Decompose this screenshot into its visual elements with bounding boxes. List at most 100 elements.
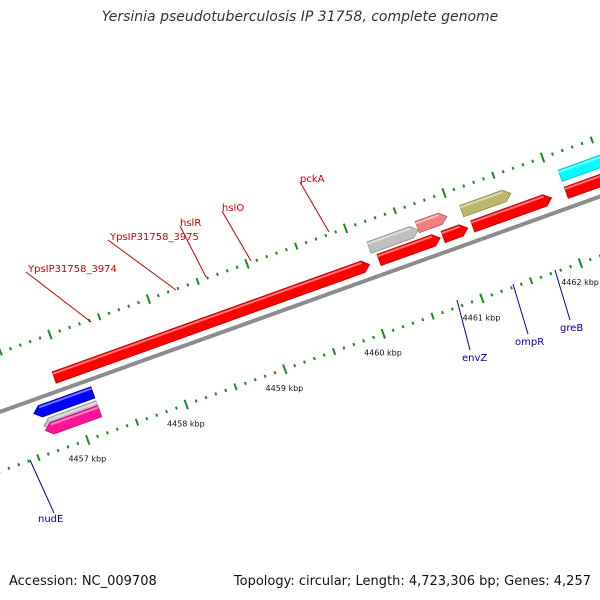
tick-mark (539, 275, 543, 279)
scale-label: 4458 kbp (167, 419, 205, 428)
gene-label-g2[interactable]: YpsIP31758_3974 (27, 264, 117, 275)
tick-mark (263, 374, 267, 378)
tick-mark (521, 162, 525, 167)
gene-arrow-g4[interactable] (440, 224, 469, 244)
gene-label-r3[interactable]: nudE (38, 514, 63, 525)
tick-mark (125, 424, 129, 428)
tick-mark (206, 276, 210, 280)
tick-mark (156, 293, 160, 298)
scale-label: 4459 kbp (266, 384, 304, 393)
tick-mark (127, 304, 131, 308)
tick-mark (500, 289, 504, 294)
tick-mark (472, 180, 476, 185)
tick-mark (511, 166, 515, 171)
gene-highlight (564, 175, 600, 190)
tick-mark (204, 395, 208, 400)
gene-highlight (38, 387, 92, 409)
genome-backbone (0, 194, 600, 415)
gene-label-r6[interactable]: ompR (515, 337, 544, 348)
tick-mark (265, 254, 269, 259)
tick-mark (421, 317, 425, 322)
tick-mark (38, 336, 42, 340)
tick-mark (155, 413, 159, 417)
accession-text: Accession: NC_009708 (9, 574, 157, 589)
gene-highlight (52, 262, 362, 375)
tick-mark (589, 136, 594, 144)
tick-mark (174, 406, 178, 410)
tick-mark (47, 329, 53, 340)
gene-highlight (459, 191, 504, 209)
tick-mark (224, 388, 228, 393)
gene-label-g3[interactable]: YpsIP31758_3975 (109, 232, 199, 243)
tick-mark (314, 237, 318, 241)
tick-mark (166, 290, 170, 294)
tick-mark (491, 171, 496, 179)
scale-label: 4462 kbp (561, 278, 599, 287)
tick-mark (0, 348, 3, 356)
tick-mark (17, 462, 21, 467)
gene-arrow-g1[interactable] (366, 226, 419, 254)
gene-arrow-g3[interactable] (414, 212, 448, 234)
gene-arrow-r1[interactable] (33, 386, 96, 418)
tick-mark (373, 216, 377, 220)
tick-mark (462, 184, 466, 188)
tick-mark (18, 343, 22, 347)
scale-label: 4457 kbp (68, 455, 106, 464)
tick-mark (363, 219, 367, 224)
tick-mark (479, 293, 485, 304)
tick-mark (66, 445, 70, 449)
tick-mark (105, 431, 109, 435)
tick-mark (322, 353, 326, 357)
gene-highlight (377, 235, 433, 258)
gene-arrow-g2[interactable] (376, 234, 441, 267)
tick-mark (255, 258, 259, 262)
label-leader-line (299, 181, 330, 233)
scale-label: 4460 kbp (364, 349, 402, 358)
gene-arrow-g7[interactable] (557, 116, 600, 182)
tick-mark (96, 434, 100, 439)
scale-labels: 4457 kbp 4458 kbp 4459 kbp 4460 kbp 4461 kbp… (68, 278, 599, 464)
gene-labels: YpsIP31758_3974 YpsIP31758_3975 hslR hslO pc… (25, 174, 583, 525)
tick-mark (331, 347, 337, 356)
genome-summary-text: Topology: circular; Length: 4,723,306 bp… (233, 574, 591, 589)
tick-mark (422, 198, 426, 202)
tick-mark (501, 170, 505, 174)
gene-label-r9[interactable]: greB (560, 323, 583, 334)
tick-mark (342, 346, 346, 350)
label-leader-line (179, 225, 207, 278)
gene-label-g4[interactable]: hslR (180, 218, 201, 229)
tick-mark (577, 258, 584, 269)
tick-mark (145, 294, 152, 305)
tick-mark (312, 356, 316, 361)
tick-mark (372, 335, 375, 340)
gene-arrow-g5[interactable] (459, 189, 512, 218)
gene-label-g5[interactable]: hslO (222, 203, 244, 214)
tick-mark (560, 148, 564, 153)
gene-arrow-f1[interactable] (51, 260, 371, 384)
tick-mark (9, 346, 12, 351)
tick-mark (253, 378, 257, 382)
tick-mark (76, 441, 80, 446)
gene-features (33, 116, 600, 435)
tick-mark (551, 152, 554, 156)
gene-label-g7[interactable]: pckA (300, 174, 325, 185)
tick-mark (244, 258, 250, 269)
gene-arrow-r3[interactable] (44, 404, 103, 435)
tick-mark (559, 268, 563, 272)
tick-mark (580, 141, 584, 146)
tick-mark (539, 152, 546, 163)
tick-mark (36, 453, 41, 462)
gene-arrow-g6[interactable] (470, 194, 553, 233)
tick-mark (194, 399, 198, 403)
tick-mark (183, 399, 189, 410)
tick-mark (56, 448, 60, 453)
gene-label-r5[interactable]: envZ (462, 353, 487, 364)
tick-mark (58, 329, 62, 333)
tick-mark (134, 418, 140, 426)
tick-mark (303, 360, 306, 364)
gene-highlight (50, 406, 99, 426)
tick-mark (411, 321, 415, 325)
tick-mark (529, 277, 534, 285)
gene-highlight (367, 227, 411, 245)
